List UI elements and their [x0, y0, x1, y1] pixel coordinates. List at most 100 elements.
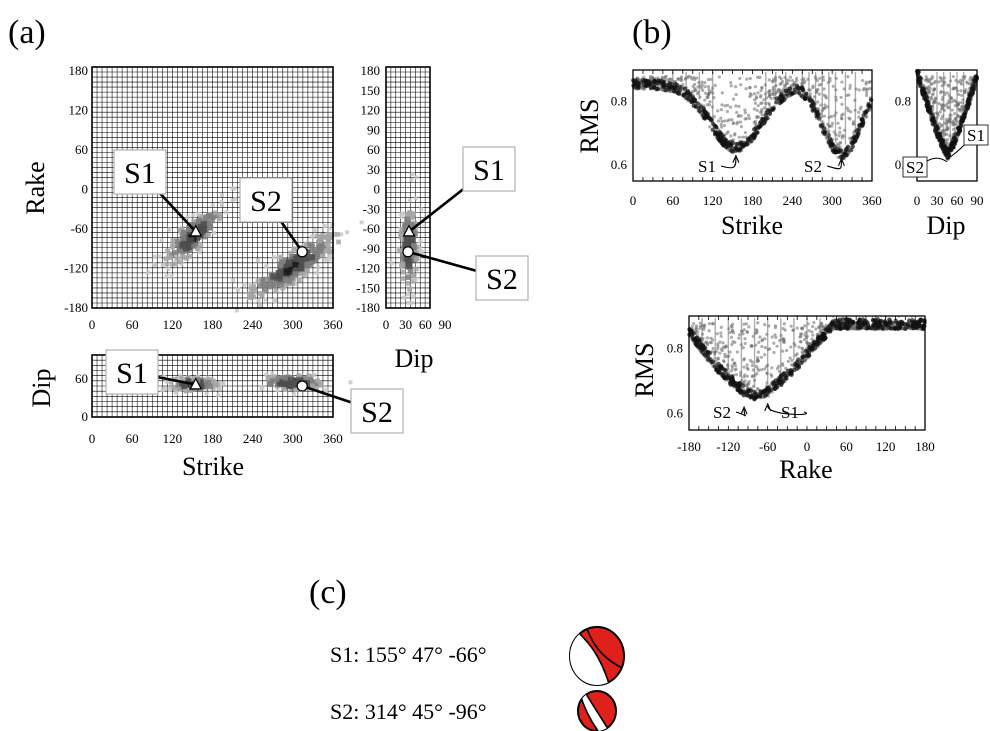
rms-point — [830, 121, 835, 126]
density-cell — [169, 252, 175, 259]
rms-point — [722, 359, 726, 363]
density-cell — [327, 254, 332, 259]
rms-point — [918, 318, 923, 324]
rms-point — [822, 130, 828, 135]
density-cell — [175, 382, 182, 389]
density-cell — [197, 227, 204, 235]
density-cell — [319, 382, 324, 388]
rms-point — [883, 322, 888, 327]
density-cell — [191, 218, 197, 224]
tick-label: 60 — [840, 439, 853, 454]
rms-point — [736, 381, 741, 387]
tick-label: 60 — [126, 431, 139, 446]
tick-label: 0 — [374, 182, 381, 197]
rms-point — [690, 335, 695, 340]
rms-point — [865, 322, 870, 327]
rms-point — [796, 357, 801, 362]
rms-point — [708, 125, 712, 129]
density-cell — [410, 243, 417, 249]
rms-point — [799, 332, 803, 336]
density-cell — [291, 392, 296, 397]
rms-point — [775, 366, 780, 371]
rms-point — [745, 366, 749, 370]
rms-point — [756, 356, 760, 360]
rms-point — [755, 372, 759, 376]
rms-point — [832, 147, 837, 152]
rms-point — [716, 109, 720, 113]
rms-point — [731, 121, 735, 126]
density-cell — [414, 256, 419, 262]
density-cell — [285, 260, 293, 267]
rms-point — [837, 323, 843, 328]
density-cell — [278, 276, 285, 283]
rms-point — [952, 86, 956, 90]
rms-point — [924, 95, 930, 101]
rms-point — [720, 125, 724, 129]
rms-point — [781, 326, 785, 331]
density-cell — [270, 282, 277, 289]
rms-point — [957, 92, 961, 97]
density-cell — [170, 238, 176, 244]
rms-point — [743, 135, 748, 139]
rms-point — [873, 322, 878, 327]
rms-point — [774, 383, 779, 389]
density-cell — [170, 244, 176, 250]
rms-point — [855, 320, 861, 326]
density-cell — [339, 232, 344, 237]
rms-point — [820, 331, 825, 337]
rms-point — [944, 128, 949, 132]
rms-point — [714, 367, 719, 373]
rms-point — [748, 134, 753, 140]
callout-s2: S2 — [250, 185, 282, 218]
rms-point — [720, 91, 724, 95]
rms-point — [737, 336, 741, 340]
rms-point — [960, 105, 964, 109]
rms-point — [929, 81, 933, 86]
density-cell — [400, 269, 406, 275]
density-cell — [259, 386, 264, 391]
rms-point — [938, 75, 942, 80]
density-cell — [318, 248, 324, 255]
rms-point — [795, 326, 799, 330]
rms-point — [861, 113, 866, 118]
tick-label: 180 — [743, 193, 763, 208]
rms-point — [854, 128, 859, 133]
rms-point — [742, 322, 746, 326]
rms-point — [699, 86, 704, 90]
annotation-s2: S2 — [906, 158, 924, 177]
callout-box — [462, 146, 516, 192]
rms-point — [828, 140, 833, 145]
rms-point — [933, 79, 937, 84]
density-cell — [278, 281, 284, 288]
tick-label: 60 — [367, 142, 380, 157]
annotation-arrowhead — [764, 402, 772, 412]
rms-point — [817, 116, 822, 121]
rms-point — [729, 146, 735, 151]
tick-label: 60 — [951, 193, 964, 208]
rms-point — [738, 146, 743, 151]
rms-point — [661, 79, 667, 85]
rms-point — [747, 113, 751, 117]
density-cell — [290, 260, 299, 268]
density-cell — [210, 203, 215, 208]
rms-point — [867, 80, 871, 84]
density-cell — [400, 261, 406, 267]
rms-point — [730, 329, 734, 333]
density-cell — [301, 255, 308, 262]
rms-point — [708, 357, 713, 362]
density-cell — [207, 224, 214, 231]
rms-point — [715, 135, 720, 141]
rms-point — [671, 79, 675, 83]
rms-point — [945, 91, 949, 95]
annotation-arrowhead — [732, 154, 740, 163]
rms-point — [718, 351, 722, 355]
rms-point — [747, 116, 752, 121]
density-cell — [210, 213, 217, 220]
density-cell — [163, 386, 168, 391]
rms-point — [849, 110, 853, 114]
marker-s2 — [296, 246, 308, 258]
density-cell — [157, 254, 162, 259]
rms-point — [685, 88, 691, 94]
